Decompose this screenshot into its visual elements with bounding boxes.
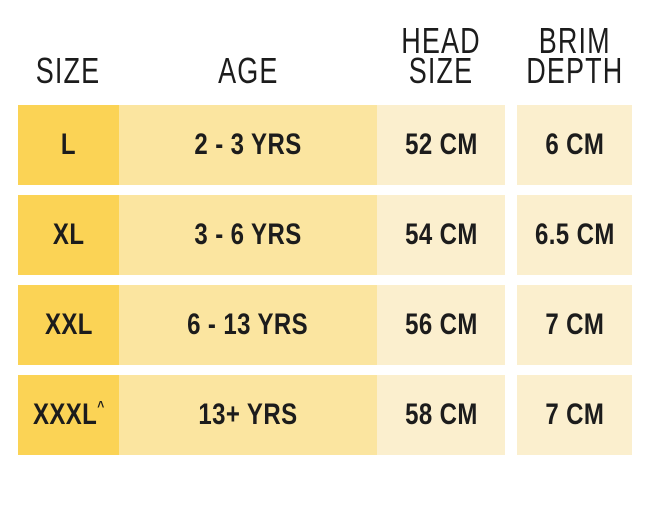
- brim-depth-value: 6 CM: [545, 128, 604, 161]
- head-size-value: 58 CM: [404, 398, 478, 431]
- age-cell: 6 - 13 YRS: [119, 285, 377, 365]
- column-header-head-size-line2: SIZE: [408, 50, 474, 91]
- brim-depth-cell: 6.5 CM: [517, 195, 632, 275]
- age-value: 6 - 13 YRS: [187, 308, 309, 341]
- table-row: XXXL^ 13+ YRS 58 CM 7 CM: [18, 375, 632, 455]
- size-value: L: [60, 128, 77, 161]
- age-cell: 13+ YRS: [119, 375, 377, 455]
- table-row: L 2 - 3 YRS 52 CM 6 CM: [18, 105, 632, 185]
- size-cell: XXXL^: [18, 375, 119, 455]
- brim-depth-cell: 7 CM: [517, 375, 632, 455]
- size-cell: L: [18, 105, 119, 185]
- head-size-cell: 58 CM: [377, 375, 505, 455]
- table-body: L 2 - 3 YRS 52 CM 6 CM XL 3 - 6 YRS: [18, 105, 632, 455]
- column-header-head-size-label: HEAD SIZE: [401, 20, 481, 91]
- head-size-cell: 56 CM: [377, 285, 505, 365]
- head-size-value: 54 CM: [404, 218, 478, 251]
- table-header-row: SIZE AGE HEAD SIZE BRIM DEPTH: [18, 0, 632, 91]
- size-value: XL: [52, 218, 85, 251]
- column-header-brim-depth-line2: DEPTH: [525, 50, 624, 91]
- column-header-brim-depth-line1: BRIM: [538, 20, 611, 61]
- size-cell: XXL: [18, 285, 119, 365]
- size-cell: XL: [18, 195, 119, 275]
- age-cell: 3 - 6 YRS: [119, 195, 377, 275]
- table-row: XL 3 - 6 YRS 54 CM 6.5 CM: [18, 195, 632, 275]
- column-header-size: SIZE: [18, 50, 119, 91]
- size-value: XXXL: [32, 398, 97, 431]
- brim-depth-value: 6.5 CM: [534, 218, 615, 251]
- size-value: XXL: [44, 308, 93, 341]
- table-row: XXL 6 - 13 YRS 56 CM 7 CM: [18, 285, 632, 365]
- brim-depth-value: 7 CM: [545, 308, 604, 341]
- age-value: 3 - 6 YRS: [194, 218, 302, 251]
- age-cell: 2 - 3 YRS: [119, 105, 377, 185]
- column-header-age-label: AGE: [217, 50, 279, 91]
- brim-depth-cell: 6 CM: [517, 105, 632, 185]
- head-size-value: 56 CM: [404, 308, 478, 341]
- head-size-value: 52 CM: [404, 128, 478, 161]
- size-note: ^: [96, 397, 105, 415]
- age-value: 13+ YRS: [198, 398, 298, 431]
- age-value: 2 - 3 YRS: [194, 128, 302, 161]
- column-header-head-size-line1: HEAD: [401, 20, 481, 61]
- column-header-brim-depth: BRIM DEPTH: [517, 20, 632, 91]
- brim-depth-cell: 7 CM: [517, 285, 632, 365]
- column-header-size-label: SIZE: [36, 50, 101, 91]
- column-header-brim-depth-label: BRIM DEPTH: [525, 20, 624, 91]
- head-size-cell: 54 CM: [377, 195, 505, 275]
- size-chart-table: SIZE AGE HEAD SIZE BRIM DEPTH: [18, 0, 632, 465]
- head-size-cell: 52 CM: [377, 105, 505, 185]
- brim-depth-value: 7 CM: [545, 398, 604, 431]
- column-header-head-size: HEAD SIZE: [377, 20, 505, 91]
- column-header-age: AGE: [119, 50, 377, 91]
